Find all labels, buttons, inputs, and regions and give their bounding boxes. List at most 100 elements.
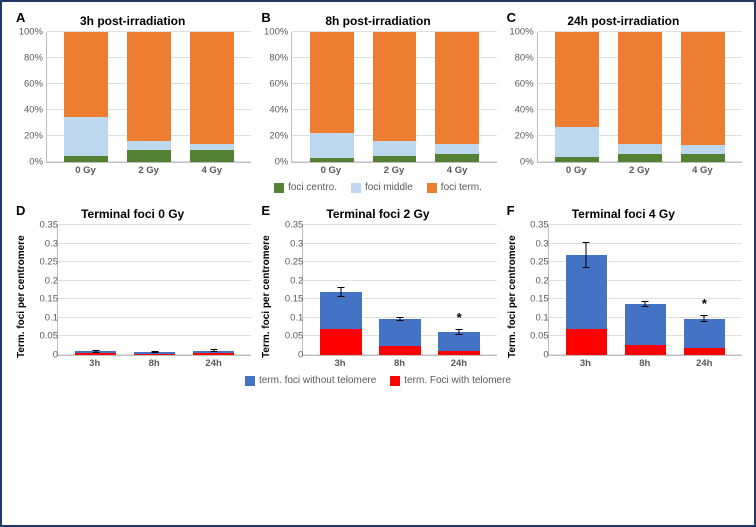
stacked-bar	[566, 225, 607, 355]
ytick: 0.1	[273, 312, 303, 323]
ytick: 40%	[258, 105, 288, 116]
panel-label: D	[16, 203, 25, 218]
segment-with	[320, 329, 361, 355]
plot-area: 00.050.10.150.20.250.30.35*	[548, 225, 742, 356]
significance-marker: *	[457, 310, 462, 325]
chart-wrap: 0%20%40%60%80%100%0 Gy2 Gy4 Gy	[14, 32, 251, 176]
ytick: 40%	[13, 105, 43, 116]
ytick: 100%	[504, 27, 534, 38]
ytick: 0.2	[28, 275, 58, 286]
ytick: 20%	[258, 131, 288, 142]
segment-term	[127, 32, 171, 141]
plot-area: 0%20%40%60%80%100%	[537, 32, 742, 163]
legend-label: foci middle	[365, 182, 413, 193]
segment-with	[438, 351, 479, 355]
ytick: 0.2	[519, 275, 549, 286]
ytick: 0	[519, 350, 549, 361]
ytick: 20%	[13, 131, 43, 142]
segment-middle	[310, 133, 354, 158]
xlabel: 2 Gy	[362, 165, 425, 176]
bar-column	[300, 32, 363, 162]
segment-centro	[310, 158, 354, 162]
chart: 0%20%40%60%80%100%0 Gy2 Gy4 Gy	[14, 32, 251, 176]
ytick: 0	[273, 350, 303, 361]
xlabels: 0 Gy2 Gy4 Gy	[537, 163, 742, 176]
stacked-bar	[75, 225, 116, 355]
ytick: 0.2	[273, 275, 303, 286]
error-bar	[704, 315, 705, 322]
swatch-centro	[274, 183, 284, 193]
legend-item-with: term. Foci with telomere	[390, 375, 511, 386]
ytick: 80%	[504, 53, 534, 64]
legend-item-without: term. foci without telomere	[245, 375, 376, 386]
ytick: 0.15	[273, 294, 303, 305]
xlabel: 3h	[556, 358, 615, 369]
xlabels: 3h8h24h	[57, 356, 251, 369]
stacked-bar	[373, 32, 417, 162]
ytick: 0.35	[273, 220, 303, 231]
panel-A: A3h post-irradiation0%20%40%60%80%100%0 …	[14, 12, 251, 176]
stacked-bar	[127, 32, 171, 162]
ytick: 0.15	[519, 294, 549, 305]
segment-middle	[555, 127, 599, 157]
segment-middle	[373, 141, 417, 155]
ytick: 80%	[13, 53, 43, 64]
segment-centro	[373, 156, 417, 163]
segment-term	[373, 32, 417, 141]
y-axis-label: Term. foci per centromere	[14, 225, 29, 369]
stacked-bar	[190, 32, 234, 162]
segment-without	[320, 292, 361, 329]
segment-term	[64, 32, 108, 117]
bar-column: *	[430, 225, 489, 355]
segment-middle	[681, 145, 725, 154]
chart: 00.050.10.150.20.250.30.35*3h8h24h	[274, 225, 496, 369]
ytick: 0.05	[519, 331, 549, 342]
bar-column	[184, 225, 243, 355]
segment-with	[193, 353, 234, 355]
xlabel: 4 Gy	[426, 165, 489, 176]
error-bar	[586, 242, 587, 268]
error-bar	[459, 329, 460, 335]
chart: 0%20%40%60%80%100%0 Gy2 Gy4 Gy	[259, 32, 496, 176]
swatch-without	[245, 376, 255, 386]
chart: 0%20%40%60%80%100%0 Gy2 Gy4 Gy	[505, 32, 742, 176]
error-bar	[213, 349, 214, 352]
stacked-bar	[134, 225, 175, 355]
ytick: 100%	[13, 27, 43, 38]
stacked-bar	[320, 225, 361, 355]
legend-item-term: foci term.	[427, 182, 482, 193]
bar-column	[181, 32, 244, 162]
segment-middle	[435, 144, 479, 154]
stacked-bar	[618, 32, 662, 162]
segment-middle	[618, 144, 662, 154]
plot-area: 00.050.10.150.20.250.30.35*	[302, 225, 496, 356]
segment-centro	[555, 157, 599, 162]
bar-column: *	[675, 225, 734, 355]
chart-wrap: 0%20%40%60%80%100%0 Gy2 Gy4 Gy	[259, 32, 496, 176]
stacked-bar	[193, 225, 234, 355]
segment-with	[684, 348, 725, 355]
panel-B: B8h post-irradiation0%20%40%60%80%100%0 …	[259, 12, 496, 176]
legend-bottom: term. foci without telomere term. Foci w…	[14, 375, 742, 386]
stacked-bar: *	[438, 225, 479, 355]
ytick: 0.05	[273, 331, 303, 342]
stacked-bar: *	[684, 225, 725, 355]
ytick: 60%	[13, 79, 43, 90]
chart-wrap: Term. foci per centromere00.050.10.150.2…	[505, 225, 742, 369]
error-bar	[399, 317, 400, 321]
stacked-bar	[64, 32, 108, 162]
bar-column	[426, 32, 489, 162]
stacked-bar	[555, 32, 599, 162]
swatch-term	[427, 183, 437, 193]
bar-column	[125, 225, 184, 355]
xlabel: 0 Gy	[545, 165, 608, 176]
xlabels: 0 Gy2 Gy4 Gy	[291, 163, 496, 176]
stacked-bar	[681, 32, 725, 162]
ytick: 0.25	[519, 257, 549, 268]
bar-column	[557, 225, 616, 355]
legend-label: term. foci without telomere	[259, 375, 376, 386]
plot-area: 00.050.10.150.20.250.30.35	[57, 225, 251, 356]
error-bar	[95, 350, 96, 353]
segment-term	[681, 32, 725, 145]
ytick: 0.25	[28, 257, 58, 268]
